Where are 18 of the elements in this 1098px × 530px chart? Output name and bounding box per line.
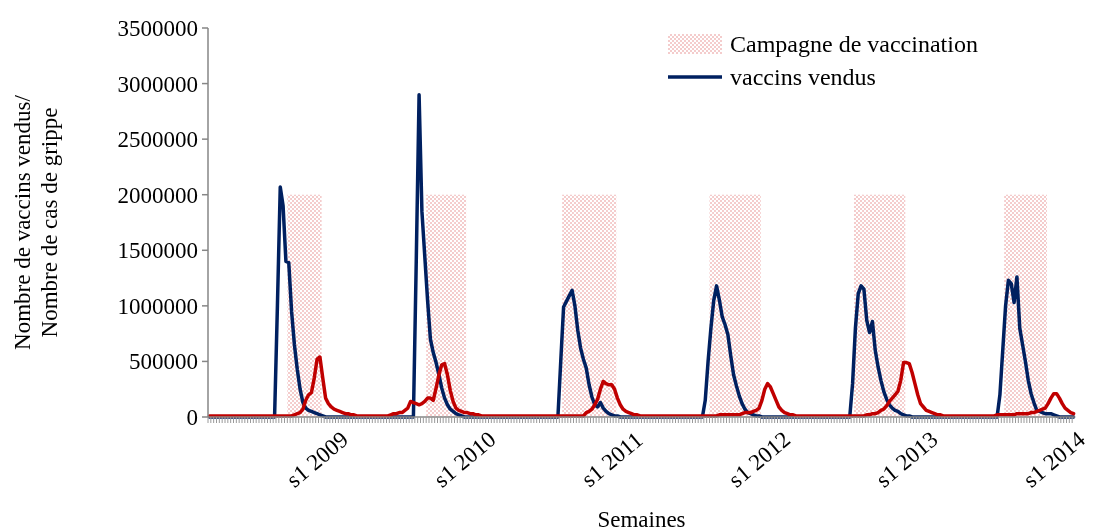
legend-label: vaccins vendus [730,64,876,91]
y-axis-title: Nombre de vaccins vendus/ Nombre de cas de grippe [10,94,62,350]
y-tick-label: 3500000 [117,16,198,42]
y-tick-label: 1000000 [117,293,198,319]
y-tick-label: 0 [186,405,198,431]
y-tick-label: 3000000 [117,71,198,97]
x-tick-label: s1 2014 [1018,426,1091,493]
legend-label: Campagne de vaccination [730,31,978,58]
y-tick-label: 2000000 [117,182,198,208]
x-tick-label: s1 2012 [723,426,796,493]
x-tick-label: s1 2011 [576,426,648,492]
y-tick-label: 1500000 [117,238,198,264]
x-tick-label: s1 2010 [429,426,501,493]
x-tick-label: s1 2013 [871,426,943,493]
x-axis-title: Semaines [597,507,686,530]
y-tick-label: 2500000 [117,127,198,153]
x-tick-label: s1 2009 [281,426,354,493]
y-tick-label: 500000 [129,349,198,375]
